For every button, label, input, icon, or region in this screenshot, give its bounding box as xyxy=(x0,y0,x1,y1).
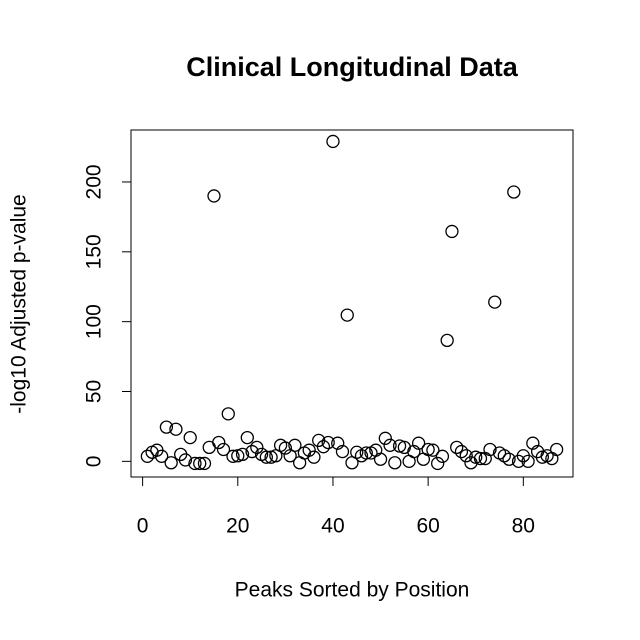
point xyxy=(526,436,540,450)
point xyxy=(340,308,354,322)
point xyxy=(169,422,183,436)
x-tick-label: 20 xyxy=(226,515,249,538)
point xyxy=(411,436,426,450)
point xyxy=(212,435,226,450)
y-tick-label: 150 xyxy=(83,234,106,269)
point xyxy=(426,443,440,457)
point xyxy=(549,442,564,457)
point xyxy=(331,436,345,450)
x-tick-label: 80 xyxy=(512,515,535,538)
y-tick-label: 200 xyxy=(83,164,106,199)
point xyxy=(454,444,469,459)
point xyxy=(154,449,169,463)
point xyxy=(140,449,155,463)
point xyxy=(473,451,488,466)
point xyxy=(159,420,174,434)
y-tick-label: 0 xyxy=(83,456,106,468)
y-tick-label: 100 xyxy=(83,304,106,339)
point xyxy=(221,407,235,421)
point xyxy=(431,456,445,471)
point xyxy=(483,442,497,457)
point xyxy=(193,456,207,471)
y-axis-label: -log10 Adjusted p-value xyxy=(8,194,31,414)
point xyxy=(288,438,302,452)
point xyxy=(459,449,473,463)
point xyxy=(521,454,535,469)
point xyxy=(435,449,450,463)
point xyxy=(250,440,264,455)
point xyxy=(407,444,421,459)
point xyxy=(388,456,402,470)
point xyxy=(488,295,502,309)
point xyxy=(502,452,516,466)
x-axis-label: Peaks Sorted by Position xyxy=(235,579,470,602)
point xyxy=(373,452,388,466)
point xyxy=(240,430,254,445)
point xyxy=(378,431,392,445)
chart-title: Clinical Longitudinal Data xyxy=(186,52,518,82)
point xyxy=(164,456,178,470)
point xyxy=(259,450,273,464)
plot-frame xyxy=(130,129,574,478)
point xyxy=(321,435,335,450)
point xyxy=(183,430,197,445)
point xyxy=(235,447,250,462)
point xyxy=(207,189,221,203)
point xyxy=(440,333,454,348)
point xyxy=(316,440,331,454)
point xyxy=(216,442,231,457)
point xyxy=(445,224,459,239)
x-tick-label: 60 xyxy=(416,515,439,538)
point xyxy=(226,449,240,463)
point xyxy=(188,456,202,471)
point xyxy=(359,446,373,460)
point xyxy=(383,438,397,452)
point xyxy=(178,453,193,467)
point xyxy=(450,440,464,455)
y-tick-label: 50 xyxy=(83,380,106,403)
point xyxy=(197,456,212,471)
point xyxy=(307,450,321,464)
point xyxy=(421,442,435,457)
point xyxy=(302,443,316,457)
point xyxy=(335,444,350,459)
x-tick-label: 0 xyxy=(137,515,149,538)
point xyxy=(278,441,293,455)
x-tick-label: 40 xyxy=(321,515,344,538)
point xyxy=(245,444,259,459)
point xyxy=(326,134,340,149)
point xyxy=(507,185,521,199)
